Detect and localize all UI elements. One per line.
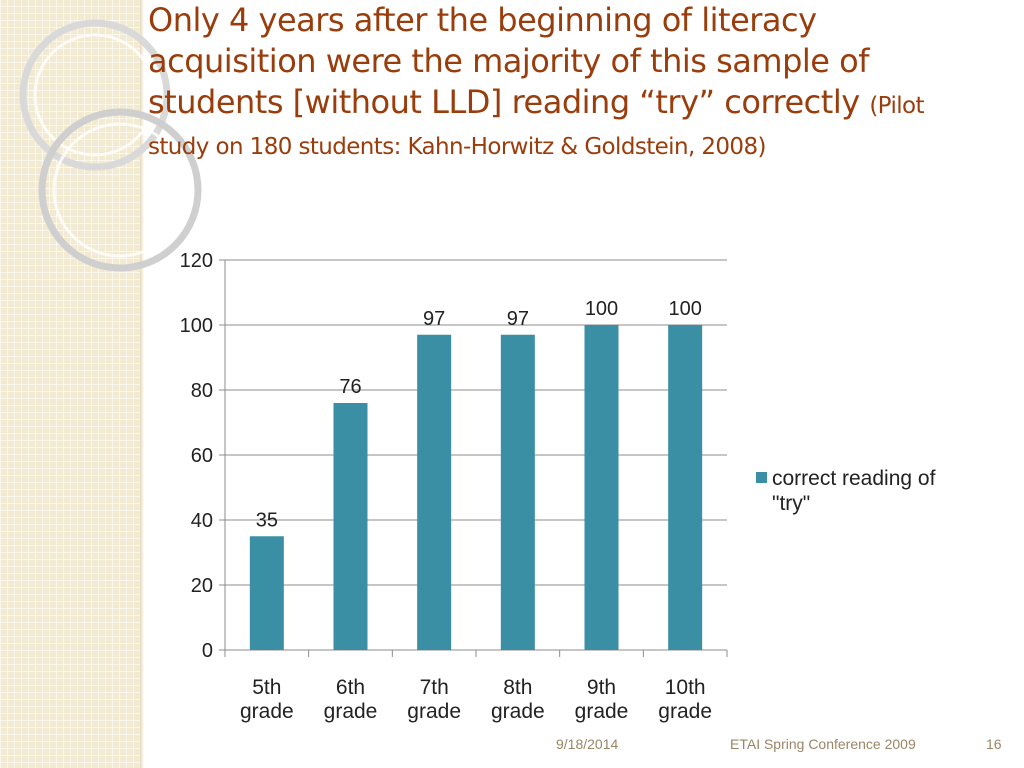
bar-value-label: 97 [507,308,529,330]
legend-swatch [756,472,767,483]
bar-chart: 0 20 40 60 80 100 120 5th grade 6th grade 7th grade… [180,250,936,723]
x-category-label: 8th grade [491,676,545,723]
slide-title: Only 4 years after the beginning of lite… [148,0,988,164]
bar [668,325,703,650]
bar [500,334,535,650]
decorative-ring-inner [33,33,157,157]
footer-conference: ETAI Spring Conference 2009 [730,736,916,752]
bar [333,403,368,650]
decorative-circles [19,19,202,272]
y-tick-label: 60 [191,445,213,467]
bar [249,536,284,650]
footer-date: 9/18/2014 [556,736,619,752]
decorative-ring-large [19,19,171,171]
slide-title-citation: (Pilot study on 180 students: Kahn-Horwi… [148,92,925,160]
bar-value-label: 76 [339,376,361,398]
x-axis: 5th grade 6th grade 7th grade 8th grade 9th grade… [224,649,728,723]
bar [584,325,619,650]
y-tick-label: 40 [191,510,213,532]
y-tick-label: 20 [191,575,213,597]
x-category-label: 9th grade [575,676,629,723]
bar-value-label: 97 [423,308,445,330]
bar [417,334,452,650]
chart-legend: correct reading of "try" [756,467,936,515]
legend-label: correct reading of "try" [772,467,936,515]
data-labels: 35 76 97 97 100 100 [256,298,702,531]
footer-page-number: 16 [986,736,1002,752]
bar-value-label: 35 [256,509,278,531]
x-category-label: 7th grade [407,676,461,723]
bar-value-label: 100 [585,298,618,320]
y-axis: 0 20 40 60 80 100 120 [180,250,226,662]
x-category-label: 6th grade [324,676,378,723]
slide-title-main: Only 4 years after the beginning of lite… [148,1,869,121]
decorative-ring-lower [38,108,202,272]
bar-value-label: 100 [668,298,701,320]
x-category-label: 10th grade [658,676,712,723]
y-tick-label: 80 [191,380,213,402]
bar-series [249,325,703,650]
sidebar-band-edge [140,0,144,768]
y-tick-label: 100 [180,315,213,337]
y-tick-label: 120 [180,250,213,272]
x-category-label: 5th grade [240,676,294,723]
y-tick-label: 0 [202,640,213,662]
gridlines [225,259,727,586]
decorative-ring-lower-inner [52,122,188,258]
